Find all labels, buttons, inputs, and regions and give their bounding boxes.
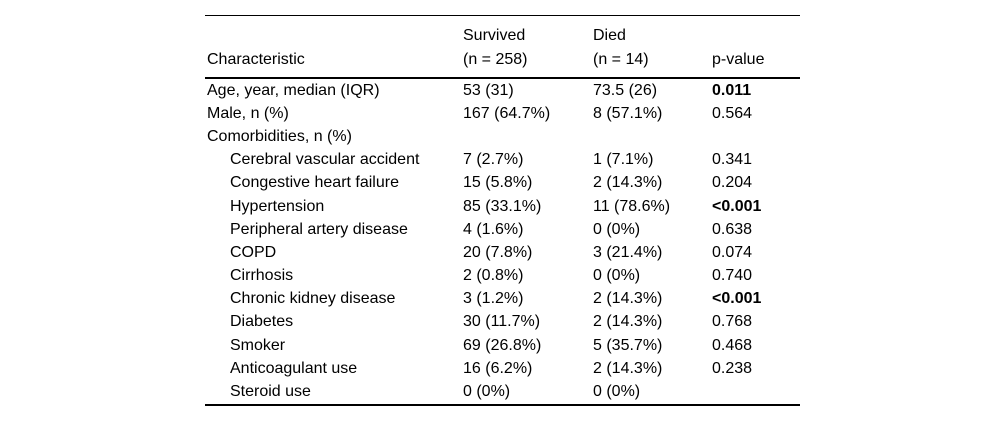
p-value: 0.468 bbox=[712, 336, 753, 354]
header-died-n: (n = 14) bbox=[593, 50, 649, 68]
header-characteristic: Characteristic bbox=[207, 50, 305, 68]
died-value: 73.5 (26) bbox=[593, 81, 658, 99]
p-value: 0.204 bbox=[712, 174, 753, 192]
died-value: 2 (14.3%) bbox=[593, 290, 663, 308]
died-value: 1 (7.1%) bbox=[593, 151, 654, 169]
died-value: 11 (78.6%) bbox=[593, 197, 671, 215]
table-body: Age, year, median (IQR) 53 (31) 73.5 (26… bbox=[205, 79, 800, 404]
died-value: 2 (14.3%) bbox=[593, 313, 663, 331]
p-value: 0.564 bbox=[712, 104, 753, 122]
table-row: Smoker 69 (26.8%) 5 (35.7%) 0.468 bbox=[205, 334, 800, 357]
died-value: 0 (0%) bbox=[593, 220, 641, 238]
table-row: Congestive heart failure 15 (5.8%) 2 (14… bbox=[205, 172, 800, 195]
p-value: 0.740 bbox=[712, 267, 753, 285]
row-label: Cerebral vascular accident bbox=[230, 151, 420, 169]
survived-value: 53 (31) bbox=[463, 81, 514, 99]
survived-value: 69 (26.8%) bbox=[463, 336, 542, 354]
header-died: Died bbox=[593, 26, 626, 44]
p-value: <0.001 bbox=[712, 197, 762, 215]
p-value: 0.638 bbox=[712, 220, 753, 238]
row-label: Hypertension bbox=[230, 197, 325, 215]
table-row: Chronic kidney disease 3 (1.2%) 2 (14.3%… bbox=[205, 288, 800, 311]
table-header: Survived Died Characteristic (n = 258) (… bbox=[205, 16, 800, 79]
died-value: 0 (0%) bbox=[593, 267, 641, 285]
died-value: 0 (0%) bbox=[593, 383, 641, 401]
header-p-value: p-value bbox=[712, 50, 765, 68]
p-value: <0.001 bbox=[712, 290, 762, 308]
table-row: Steroid use 0 (0%) 0 (0%) bbox=[205, 380, 800, 403]
p-value: 0.341 bbox=[712, 151, 753, 169]
table-row: Peripheral artery disease 4 (1.6%) 0 (0%… bbox=[205, 218, 800, 241]
p-value: 0.238 bbox=[712, 359, 753, 377]
died-value: 8 (57.1%) bbox=[593, 104, 663, 122]
table-row: Cirrhosis 2 (0.8%) 0 (0%) 0.740 bbox=[205, 265, 800, 288]
characteristics-table: Survived Died Characteristic (n = 258) (… bbox=[205, 15, 800, 406]
row-label: Age, year, median (IQR) bbox=[207, 81, 380, 99]
table-row: Anticoagulant use 16 (6.2%) 2 (14.3%) 0.… bbox=[205, 357, 800, 380]
died-value: 5 (35.7%) bbox=[593, 336, 663, 354]
survived-value: 3 (1.2%) bbox=[463, 290, 524, 308]
row-label: Chronic kidney disease bbox=[230, 290, 396, 308]
table-row: Diabetes 30 (11.7%) 2 (14.3%) 0.768 bbox=[205, 311, 800, 334]
table-row: Cerebral vascular accident 7 (2.7%) 1 (7… bbox=[205, 149, 800, 172]
survived-value: 0 (0%) bbox=[463, 383, 511, 401]
header-spacer bbox=[712, 24, 800, 47]
p-value: 0.011 bbox=[712, 81, 752, 99]
row-label: Diabetes bbox=[230, 313, 294, 331]
survived-value: 20 (7.8%) bbox=[463, 243, 533, 261]
table-row: Male, n (%) 167 (64.7%) 8 (57.1%) 0.564 bbox=[205, 102, 800, 125]
row-label: Smoker bbox=[230, 336, 286, 354]
table-row: COPD 20 (7.8%) 3 (21.4%) 0.074 bbox=[205, 241, 800, 264]
header-survived: Survived bbox=[463, 26, 526, 44]
survived-value: 16 (6.2%) bbox=[463, 359, 533, 377]
survived-value: 30 (11.7%) bbox=[463, 313, 541, 331]
p-value: 0.768 bbox=[712, 313, 753, 331]
row-label: Congestive heart failure bbox=[230, 174, 399, 192]
header-spacer bbox=[205, 24, 463, 47]
row-label: Comorbidities, n (%) bbox=[207, 127, 352, 145]
row-label: Anticoagulant use bbox=[230, 359, 358, 377]
died-value: 2 (14.3%) bbox=[593, 174, 663, 192]
row-label: Male, n (%) bbox=[207, 104, 289, 122]
died-value: 3 (21.4%) bbox=[593, 243, 663, 261]
row-label: COPD bbox=[230, 243, 277, 261]
died-value: 2 (14.3%) bbox=[593, 359, 663, 377]
table-row: Comorbidities, n (%) bbox=[205, 125, 800, 148]
survived-value: 7 (2.7%) bbox=[463, 151, 524, 169]
survived-value: 2 (0.8%) bbox=[463, 267, 524, 285]
survived-value: 85 (33.1%) bbox=[463, 197, 542, 215]
survived-value: 4 (1.6%) bbox=[463, 220, 524, 238]
header-survived-n: (n = 258) bbox=[463, 50, 528, 68]
table-row: Hypertension 85 (33.1%) 11 (78.6%) <0.00… bbox=[205, 195, 800, 218]
p-value: 0.074 bbox=[712, 243, 753, 261]
row-label: Peripheral artery disease bbox=[230, 220, 408, 238]
table-row: Age, year, median (IQR) 53 (31) 73.5 (26… bbox=[205, 79, 800, 102]
row-label: Cirrhosis bbox=[230, 267, 294, 285]
survived-value: 167 (64.7%) bbox=[463, 104, 551, 122]
row-label: Steroid use bbox=[230, 383, 311, 401]
survived-value: 15 (5.8%) bbox=[463, 174, 533, 192]
